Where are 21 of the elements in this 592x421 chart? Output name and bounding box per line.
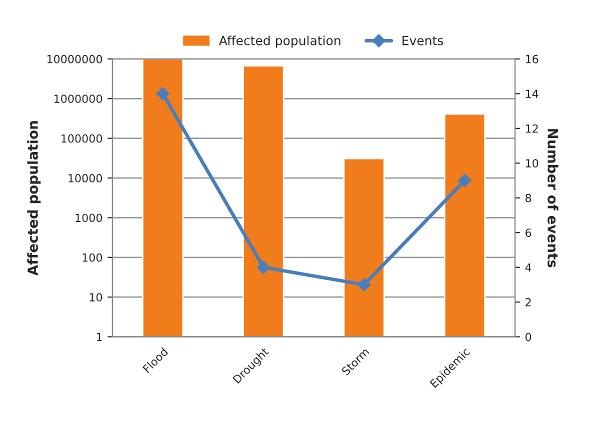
y-tick-label: 1000 (76, 214, 102, 222)
y2-tick-label: 16 (526, 54, 538, 64)
y-tick-label: 10000000 (47, 54, 102, 64)
legend-label: Affected population (218, 36, 340, 48)
y-tick-label: 10 (90, 293, 102, 302)
y-tick-label: 100 (82, 253, 102, 262)
y-tick-label: 1 (96, 332, 102, 342)
y2-tick-label: 0 (525, 332, 532, 342)
y2-tick-label: 4 (525, 263, 532, 272)
y2-tick-label: 6 (526, 228, 532, 237)
y2-tick-label: 8 (526, 194, 532, 202)
legend-label: Events (402, 36, 444, 46)
y2-tick-label: 12 (526, 124, 538, 133)
y2-axis-title: Number of events (548, 129, 558, 268)
y-tick-label: 1000000 (54, 94, 102, 104)
y2-tick-label: 14 (526, 90, 538, 98)
y-tick-label: 10000 (68, 174, 102, 182)
y-axis-title: Affected population (27, 121, 41, 276)
y2-tick-label: 2 (526, 298, 531, 306)
y-tick-label: 100000 (62, 134, 102, 143)
y2-tick-label: 10 (526, 159, 538, 168)
